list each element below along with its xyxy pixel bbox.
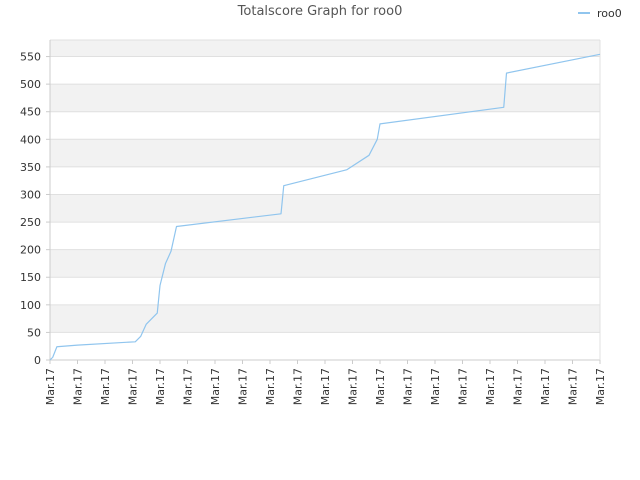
x-tick-label: Mar.17 [72, 368, 85, 405]
chart-title: Totalscore Graph for roo0 [237, 4, 403, 19]
y-tick-label: 400 [20, 133, 41, 146]
x-tick-label: Mar.17 [182, 368, 195, 405]
x-tick-label: Mar.17 [264, 368, 277, 405]
y-tick-label: 50 [27, 326, 41, 339]
x-tick-label: Mar.17 [209, 368, 222, 405]
grid-band [50, 249, 600, 278]
legend-line-swatch [578, 12, 590, 14]
y-tick-label: 550 [20, 51, 41, 64]
x-tick-label: Mar.17 [127, 368, 140, 405]
grid-band [50, 139, 600, 167]
grid-band [50, 194, 600, 223]
x-tick-label: Mar.17 [319, 368, 332, 405]
grid-band [50, 84, 600, 112]
x-tick-label: Mar.17 [292, 368, 305, 405]
x-tick-label: Mar.17 [429, 368, 442, 405]
grid-band [50, 40, 600, 57]
series-layer [49, 53, 601, 361]
y-tick-label: 250 [20, 216, 41, 229]
x-tick-label: Mar.17 [567, 368, 580, 405]
y-tick-label: 300 [20, 188, 41, 201]
x-tick-label: Mar.17 [512, 368, 525, 405]
grid-bands [50, 40, 600, 333]
series-line-roo0 [49, 53, 601, 361]
x-tick-label: Mar.17 [539, 368, 552, 405]
grid-lines [50, 39, 600, 361]
legend-label: roo0 [597, 6, 622, 20]
y-tick-label: 450 [20, 106, 41, 119]
y-tick-label: 100 [20, 299, 41, 312]
y-tick-label: 500 [20, 78, 41, 91]
y-tick-label: 200 [20, 244, 41, 257]
y-tick-label: 150 [20, 271, 41, 284]
x-tick-label: Mar.17 [402, 368, 415, 405]
x-tick-label: Mar.17 [374, 368, 387, 405]
y-tick-label: 0 [34, 354, 41, 367]
legend[interactable]: roo0 [578, 6, 622, 20]
grid-band [50, 304, 600, 333]
x-tick-label: Mar.17 [347, 368, 360, 405]
y-axis-ticks: 0 50 100 150 200 250 300 350 400 450 500 550 [20, 51, 50, 367]
x-tick-label: Mar.17 [484, 368, 497, 405]
x-tick-label: Mar.17 [594, 368, 607, 405]
x-tick-label: Mar.17 [237, 368, 250, 405]
x-axis-ticks: Mar.17 Mar.17 Mar.17 Mar.17 Mar.17 Mar.17 Mar.… [44, 360, 607, 405]
x-tick-label: Mar.17 [44, 368, 57, 405]
y-tick-label: 350 [20, 161, 41, 174]
x-tick-label: Mar.17 [457, 368, 470, 405]
x-tick-label: Mar.17 [99, 368, 112, 405]
x-tick-label: Mar.17 [154, 368, 167, 405]
